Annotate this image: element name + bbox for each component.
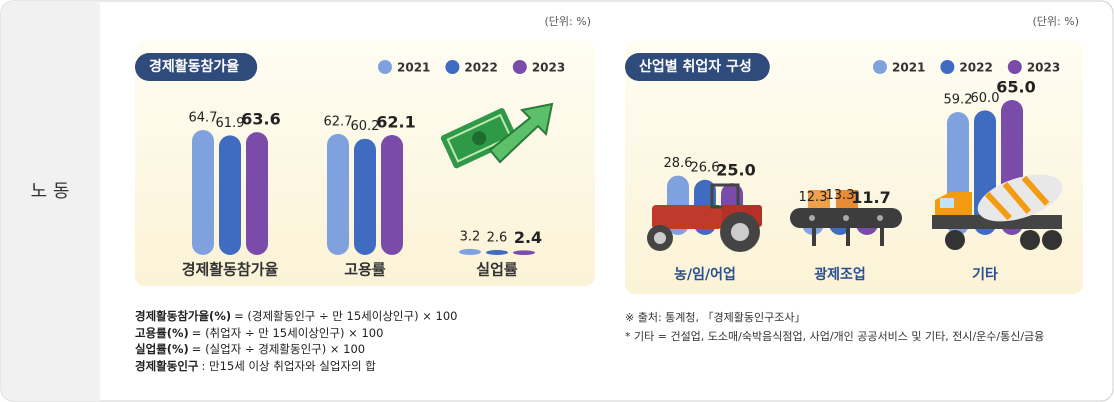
definition-term: 경제활동인구 [135, 358, 199, 373]
bar [486, 249, 508, 255]
value-label: 60.2 [351, 119, 380, 134]
legend-swatch [512, 60, 527, 74]
definition-text: = (경제활동인구 ÷ 만 15세이상인구) × 100 [234, 309, 458, 323]
value-label: 64.7 [189, 111, 218, 126]
legend-label: 2022 [464, 61, 497, 75]
legend-swatch [873, 60, 887, 74]
definition-term: 실업률(%) [135, 342, 189, 356]
bar [246, 132, 268, 255]
value-label: 61.9 [216, 116, 245, 131]
note: ※ 출처: 통계청, 「경제활동인구조사」 [625, 311, 806, 324]
illustrations [440, 102, 1063, 252]
definition-term: 고용률(%) [135, 325, 189, 340]
value-label: 2.4 [514, 228, 542, 247]
legend-swatch [445, 60, 460, 74]
category-label: 실업률 [476, 261, 518, 279]
definition: 경제활동인구: 만15세 이상 취업자와 실업자의 합 [135, 358, 457, 375]
bar [327, 133, 349, 255]
legend-swatch [1007, 60, 1022, 74]
value-label: 12.3 [799, 190, 828, 205]
section-label: 노 동 [31, 181, 70, 202]
value-label: 60.0 [971, 91, 1000, 106]
category-label: 고용률 [344, 261, 386, 279]
definition-text: : 만15세 이상 취업자와 실업자의 합 [201, 358, 376, 373]
chart-title: 산업별 취업자 구성 [639, 58, 752, 75]
title-pill [135, 53, 258, 81]
definitions: 경제활동참가율(%) = (경제활동인구 ÷ 만 15세이상인구) × 100 고용… [135, 308, 457, 374]
definition: 실업률(%) = (실업자 ÷ 경제활동인구) × 100 [135, 341, 457, 358]
legend-swatch [378, 60, 392, 74]
value-label: 62.1 [376, 113, 415, 132]
chart-title: 경제활동참가율 [149, 58, 239, 75]
value-label: 13.3 [826, 188, 855, 203]
notes: ※ 출처: 통계청, 「경제활동인구조사」 * 기타 = 건설업, 도소매/숙박음… [625, 308, 1044, 346]
value-label: 2.6 [487, 230, 508, 245]
value-label: 63.6 [241, 110, 280, 129]
value-label: 28.6 [664, 156, 693, 171]
bar [219, 135, 241, 255]
value-label: 11.7 [851, 188, 890, 207]
definition: 경제활동참가율(%) = (경제활동인구 ÷ 만 15세이상인구) × 100 [135, 308, 457, 325]
unit-label: (단위: %) [545, 15, 591, 28]
title-pill [625, 53, 770, 81]
value-label: 3.2 [460, 229, 481, 244]
legend-label: 2023 [1027, 61, 1060, 75]
bar [354, 138, 376, 255]
category-label: 경제활동참가율 [182, 261, 279, 279]
legend-swatch [940, 60, 955, 74]
legend-label: 2022 [959, 61, 992, 75]
value-label: 26.6 [691, 160, 720, 175]
value-label: 25.0 [716, 161, 755, 180]
legend-label: 2023 [532, 61, 565, 75]
value-label: 62.7 [324, 114, 353, 129]
bar [192, 130, 214, 255]
definition-text: = (실업자 ÷ 경제활동인구) × 100 [191, 342, 366, 356]
bar [513, 250, 535, 255]
value-label: 65.0 [996, 78, 1035, 97]
unit-label: (단위: %) [1033, 15, 1079, 28]
category-label: 광제조업 [814, 266, 866, 283]
category-label: 농/임/어업 [674, 266, 736, 283]
legend-label: 2021 [397, 61, 430, 75]
value-label: 59.2 [944, 93, 973, 108]
definition: 고용률(%) = (취업자 ÷ 만 15세이상인구) × 100 [135, 325, 457, 342]
legend-label: 2021 [892, 61, 925, 75]
category-label: 기타 [972, 267, 998, 283]
definition-text: = (취업자 ÷ 만 15세이상인구) × 100 [191, 325, 384, 340]
side-band [1, 1, 100, 401]
definition-term: 경제활동참가율(%) [135, 309, 232, 323]
bar [459, 248, 481, 255]
note: * 기타 = 건설업, 도소매/숙박음식점업, 사업/개인 공공서비스 및 기타… [625, 330, 1045, 343]
bar [381, 135, 403, 255]
